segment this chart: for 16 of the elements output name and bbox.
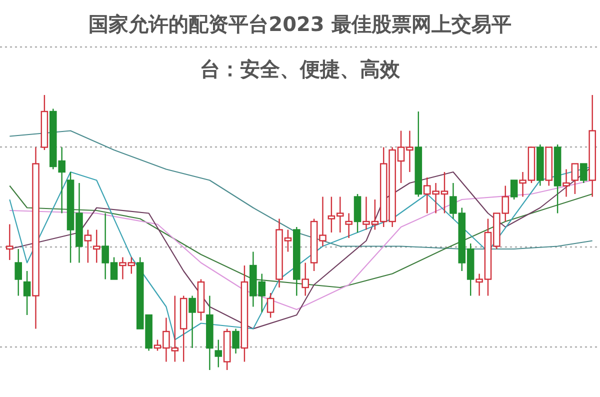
candlestick bbox=[188, 295, 196, 349]
candlestick bbox=[232, 328, 240, 354]
candlestick bbox=[266, 292, 274, 318]
candlestick bbox=[510, 180, 518, 200]
candlestick bbox=[214, 339, 222, 368]
candlestick bbox=[14, 248, 22, 296]
candlestick bbox=[6, 224, 14, 261]
candlestick bbox=[92, 229, 100, 264]
candlestick bbox=[23, 270, 31, 316]
candlestick bbox=[562, 168, 570, 198]
candlestick bbox=[345, 212, 352, 239]
candlestick bbox=[580, 163, 588, 184]
candlestick bbox=[571, 163, 579, 195]
chart-title: 国家允许的配资平台2023 最佳股票网上交易平台：安全、便捷、高效 bbox=[88, 12, 512, 81]
candlestick bbox=[302, 262, 309, 296]
candlestick bbox=[84, 229, 92, 264]
